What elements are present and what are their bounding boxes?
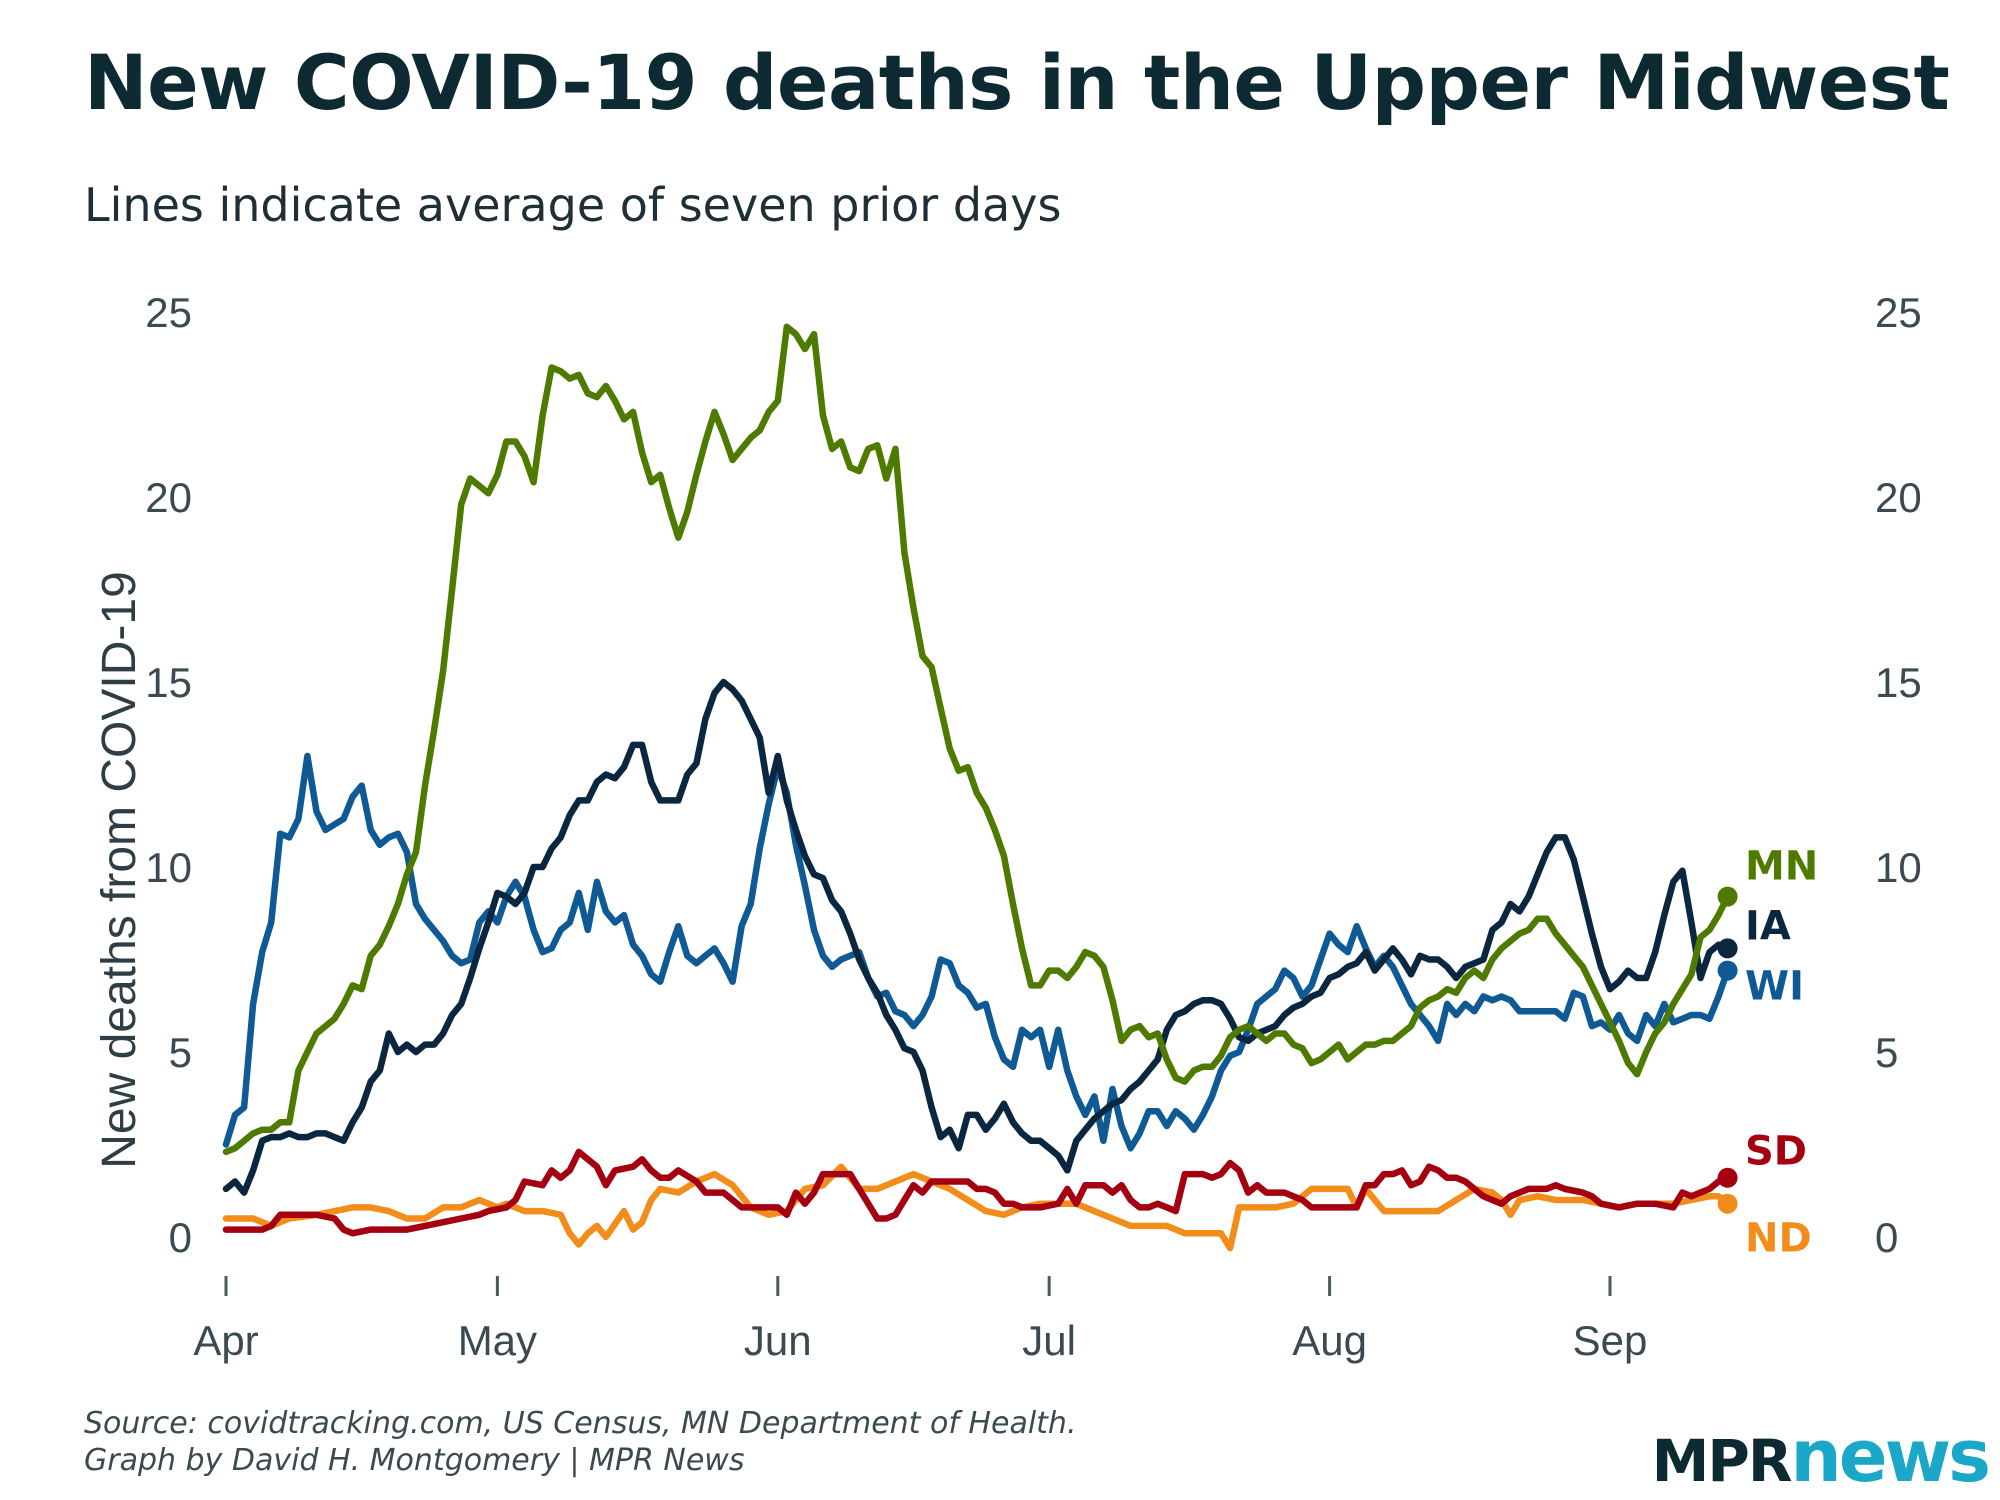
series-label-sd: SD — [1745, 1128, 1807, 1174]
line-chart: 0 5 10 15 20 25 0 5 10 15 20 25 Apr May Jun Jul Aug Sep… — [93, 289, 1922, 1364]
series-lines — [222, 323, 1731, 1252]
series-end-dot-sd — [1717, 1167, 1738, 1188]
series-label-ia: IA — [1745, 903, 1791, 949]
series-end-dot-nd — [1717, 1193, 1738, 1214]
x-tick-label: Apr — [193, 1317, 258, 1364]
series-end-dot-ia — [1717, 938, 1738, 959]
y-tick-label-left: 5 — [169, 1029, 192, 1076]
y-tick-label-right: 20 — [1875, 474, 1922, 521]
y-tick-label-right: 5 — [1875, 1029, 1898, 1076]
series-end-dot-wi — [1717, 960, 1738, 981]
logo-mpr: MPR — [1651, 1427, 1793, 1495]
chart-subtitle: Lines indicate average of seven prior da… — [84, 178, 1062, 232]
y-tick-label-right: 15 — [1875, 659, 1922, 706]
series-label-mn: MN — [1745, 843, 1818, 889]
source-line-2: Graph by David H. Montgomery | MPR News — [84, 1443, 745, 1478]
y-tick-label-left: 0 — [169, 1214, 192, 1261]
y-axis-right: 0 5 10 15 20 25 — [1875, 289, 1922, 1261]
y-tick-label-left: 10 — [145, 844, 192, 891]
series-line-mn — [222, 323, 1731, 1156]
source-note: Source: covidtracking.com, US Census, MN… — [84, 1405, 1076, 1479]
x-tick-label: Sep — [1573, 1317, 1648, 1364]
y-tick-label-left: 20 — [145, 474, 192, 521]
logo-news: news — [1790, 1414, 1991, 1498]
y-axis-label: New deaths from COVID-19 — [93, 571, 146, 1169]
series-label-nd: ND — [1745, 1215, 1812, 1261]
x-tick-label: May — [458, 1317, 537, 1364]
x-tick-label: Aug — [1292, 1317, 1367, 1364]
source-line-1: Source: covidtracking.com, US Census, MN… — [84, 1406, 1077, 1441]
series-line-sd — [222, 1148, 1731, 1237]
x-axis: Apr May Jun Jul Aug Sep — [193, 1276, 1647, 1364]
y-tick-label-right: 10 — [1875, 844, 1922, 891]
y-tick-label-right: 0 — [1875, 1214, 1898, 1261]
series-line-wi — [222, 752, 1731, 1152]
x-tick-label: Jul — [1022, 1317, 1076, 1364]
x-tick-label: Jun — [744, 1317, 812, 1364]
y-tick-label-right: 25 — [1875, 289, 1922, 336]
series-label-wi: WI — [1745, 963, 1804, 1009]
mpr-news-logo: MPRnews — [1651, 1420, 1991, 1495]
y-axis-left: 0 5 10 15 20 25 — [145, 289, 192, 1261]
chart-title: New COVID-19 deaths in the Upper Midwest — [84, 38, 1950, 127]
y-tick-label-left: 15 — [145, 659, 192, 706]
series-end-dot-mn — [1717, 886, 1738, 907]
series-line-ia — [222, 678, 1731, 1196]
y-tick-label-left: 25 — [145, 289, 192, 336]
series-end-labels: ND SD WI IA MN — [1717, 843, 1818, 1261]
series-line-nd — [222, 1163, 1731, 1252]
